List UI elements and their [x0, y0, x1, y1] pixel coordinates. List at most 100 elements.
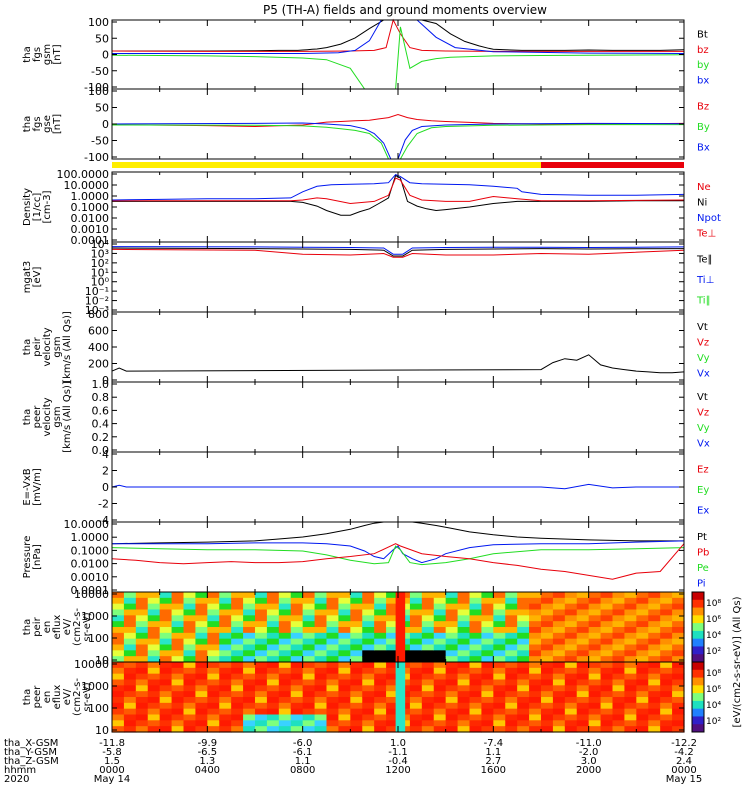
heatmap-cell: [386, 603, 399, 611]
heatmap-cell: [374, 726, 387, 733]
legend-Vx: Vx: [697, 438, 710, 449]
heatmap-cell: [541, 650, 554, 657]
heatmap-cell: [159, 702, 173, 710]
legend-Bz: Bz: [697, 101, 709, 112]
heatmap-cell: [588, 726, 602, 733]
heatmap-cell: [529, 615, 542, 622]
heatmap-cell: [266, 685, 280, 692]
heatmap-cell: [624, 656, 637, 663]
heatmap-cell: [207, 667, 220, 675]
heatmap-cell: [314, 627, 328, 634]
heatmap-cell: [231, 627, 244, 634]
y-tick-label: 0.0001: [71, 234, 110, 247]
heatmap-cell: [493, 632, 506, 640]
heatmap-cell: [147, 720, 161, 727]
heatmap-cell: [255, 702, 268, 710]
heatmap-cell: [600, 650, 614, 657]
heatmap-cell: [386, 720, 399, 727]
heatmap-cell: [231, 621, 244, 628]
heatmap-cell: [445, 720, 459, 727]
heatmap-cell: [612, 662, 626, 669]
heatmap-cell: [386, 673, 399, 681]
y-axis-label: Density: [22, 188, 33, 226]
heatmap-cell: [445, 627, 459, 634]
heatmap-cell: [350, 726, 363, 733]
heatmap-cell: [588, 592, 602, 599]
heatmap-cell: [433, 726, 447, 733]
heatmap-cell: [278, 708, 292, 716]
heatmap-cell: [660, 609, 673, 616]
heatmap-cell: [255, 720, 268, 727]
heatmap-cell: [457, 702, 471, 710]
heatmap-cell: [147, 679, 161, 686]
heatmap-cell: [612, 697, 626, 704]
y-tick-label: 0.2: [92, 431, 110, 444]
y-axis-label: eflux: [52, 685, 63, 710]
heatmap-cell: [112, 662, 125, 669]
heatmap-cell: [636, 615, 649, 622]
y-tick-label: 1.0: [92, 378, 110, 391]
heatmap-cell: [374, 592, 387, 599]
y-axis-label: fgs: [32, 47, 43, 62]
heatmap-cell: [600, 702, 614, 710]
heatmap-cell: [171, 685, 185, 692]
heatmap-cell: [255, 621, 268, 628]
heatmap-cell: [290, 662, 304, 669]
heatmap-cell: [493, 644, 506, 651]
heatmap-cell: [112, 673, 125, 681]
heatmap-cell: [243, 714, 256, 721]
heatmap-cell: [147, 673, 161, 681]
legend-Vy: Vy: [697, 423, 710, 434]
x-axis-value: 2.4: [676, 756, 692, 767]
heatmap-cell: [636, 691, 649, 698]
heatmap-cell: [636, 714, 649, 721]
heatmap-cell: [588, 697, 602, 704]
heatmap-cell: [195, 603, 208, 611]
heatmap-cell: [338, 603, 351, 611]
heatmap-cell: [481, 644, 494, 651]
heatmap-cell: [135, 679, 149, 686]
heatmap-cell: [564, 656, 578, 663]
heatmap-cell: [219, 708, 232, 716]
heatmap-cell: [505, 615, 518, 622]
heatmap-cell: [517, 714, 530, 721]
heatmap-cell: [529, 708, 542, 716]
heatmap-cell: [457, 638, 471, 646]
heatmap-cell: [433, 615, 447, 622]
heatmap-cell: [457, 603, 471, 611]
heatmap-cell: [517, 615, 530, 622]
heatmap-cell: [660, 667, 673, 675]
heatmap-cell: [576, 667, 590, 675]
heatmap-cell: [481, 673, 494, 681]
heatmap-cell: [457, 597, 471, 605]
heatmap-cell: [648, 644, 661, 651]
colorbar: 10⁸ 10⁶ 10⁴ 10² 10⁸ 10⁶ 10⁴ 10² [eV/(cm2-s-sr-eV…: [691, 591, 743, 733]
heatmap-cell: [552, 662, 566, 669]
heatmap-cell: [219, 673, 232, 681]
heatmap-cell: [171, 621, 185, 628]
y-tick-label: 0.0001: [71, 584, 110, 597]
heatmap-cell: [541, 667, 554, 675]
y-tick-label: 100: [88, 16, 109, 29]
y-axis-label: peir: [32, 336, 43, 356]
heatmap-cell: [374, 667, 387, 675]
heatmap-cell: [433, 597, 447, 605]
heatmap-cell: [409, 667, 423, 675]
heatmap-cell: [588, 714, 602, 721]
heatmap-cell: [183, 714, 197, 721]
heatmap-cell: [660, 656, 673, 663]
heatmap-cell: [612, 650, 626, 657]
heatmap-cell: [326, 621, 340, 628]
panel-peir-eflux: 10000 1000 100 10 tha peir en eflux eV/(cm2-s-sr…: [22, 588, 685, 667]
heatmap-cell: [433, 656, 447, 663]
heatmap-cell: [517, 609, 530, 616]
colorbar-cell: [692, 599, 704, 609]
heatmap-cell: [457, 615, 471, 622]
heatmap-cell: [386, 702, 399, 710]
legend-Te∥: Te∥: [696, 254, 713, 265]
heatmap-cell: [123, 673, 137, 681]
y-axis-label: peer: [32, 405, 43, 429]
heatmap-cell: [243, 726, 256, 733]
heatmap-cell: [409, 708, 423, 716]
heatmap-cell: [624, 609, 637, 616]
